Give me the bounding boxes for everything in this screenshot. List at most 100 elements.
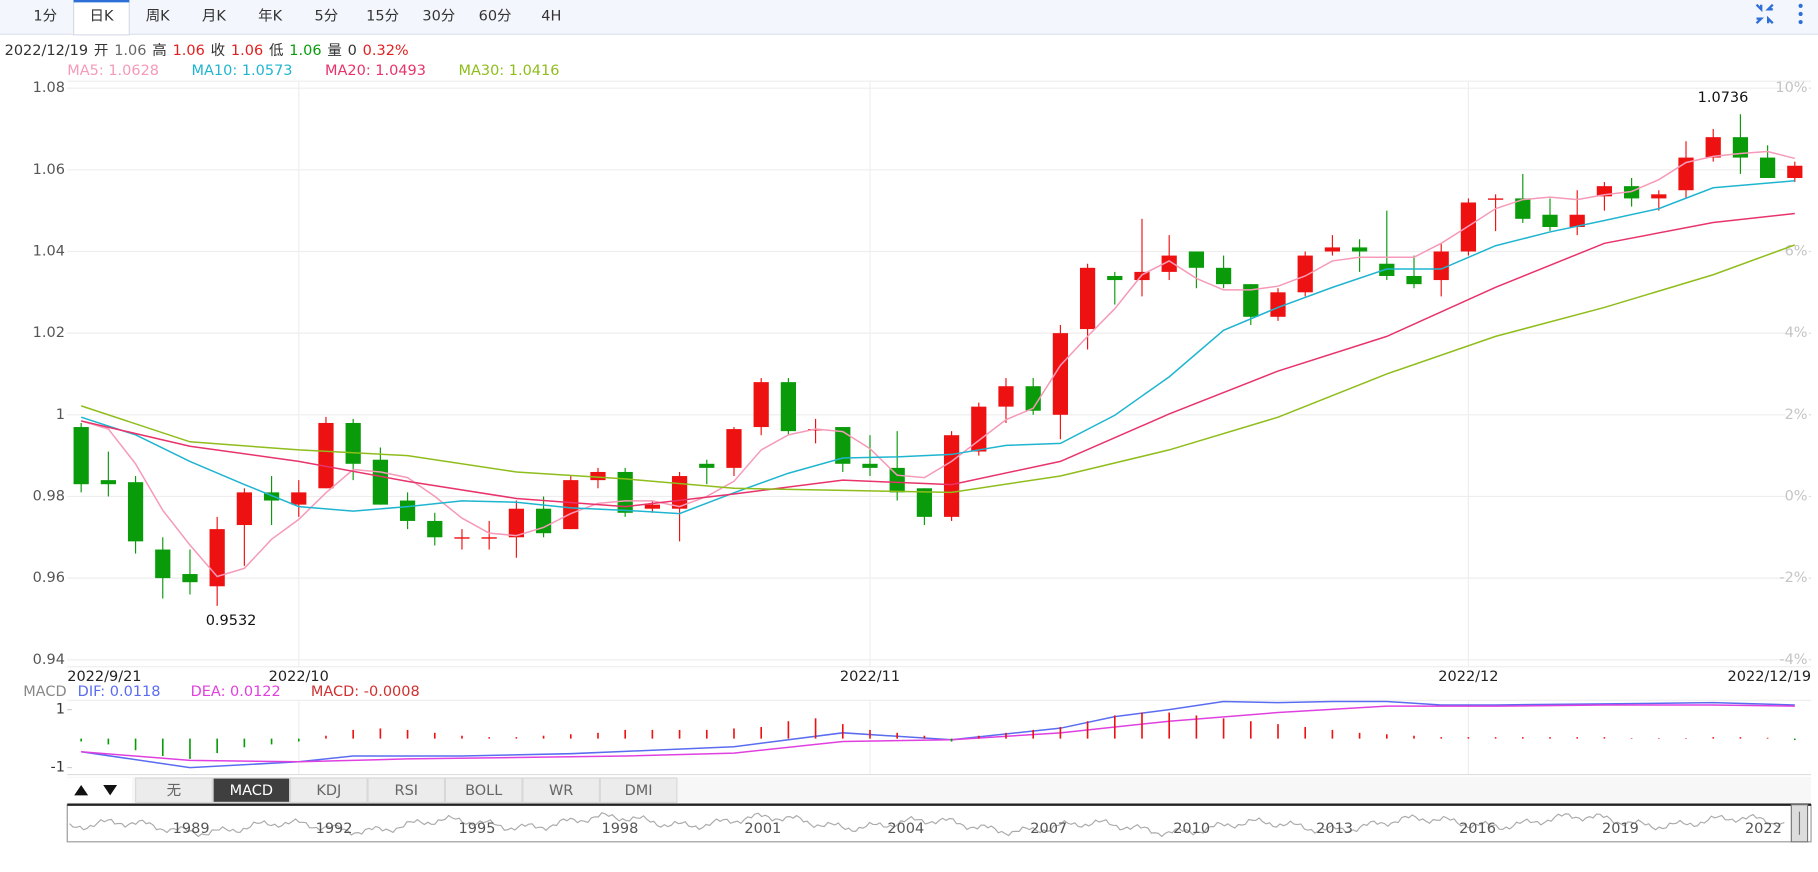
macd-bar [488,737,490,739]
toolbar-tab[interactable]: 1分 [33,7,57,24]
fullscreen-icon[interactable] [1755,3,1774,25]
candle-body [1079,267,1096,330]
macd-bar [243,738,246,748]
navigator-year: 2022 [1745,821,1782,837]
x-tick-label: 2022/12/19 [1728,669,1811,685]
indicator-tab[interactable]: WR [549,783,573,799]
macd-bar [107,738,110,745]
scroll-up-arrow[interactable] [74,784,89,796]
x-tick-label: 2022/10 [269,669,329,685]
indicator-tab-bg[interactable] [599,777,678,803]
indicator-tab-bg[interactable] [444,777,523,803]
toolbar-tab[interactable]: 月K [202,8,226,24]
candle-body [889,467,905,493]
ma-line [81,700,1795,769]
macd-bar [1630,738,1633,739]
indicator-tab-bg[interactable] [289,777,368,803]
candle-body [753,382,769,428]
candle-body [372,459,388,505]
navigator-year: 2016 [1459,821,1496,837]
macd-bar [189,738,191,759]
candle-body [127,482,144,542]
macd-bar [841,724,844,739]
indicator-tab[interactable]: KDJ [316,783,341,799]
macd-bar [325,735,327,739]
candle-body [1243,284,1259,317]
macd-bar [1113,715,1116,739]
macd-bar [270,738,273,745]
macd-bar [216,738,218,754]
active-tab [73,0,130,36]
candle-body [563,480,579,530]
quote-info: 0.32% [363,43,409,59]
toolbar-tab[interactable]: 周K [146,8,170,24]
candle-body [1433,251,1449,281]
y2-tick-label: 10% [1775,80,1807,96]
candle-body [1297,255,1313,293]
macd-bar [977,735,980,739]
y2-tick-label: -4% [1779,652,1807,668]
candle-body [1324,247,1341,252]
macd-bar [1195,715,1198,739]
candle-body [1651,194,1667,199]
ma-line [80,150,1795,578]
indicator-tab-bg[interactable] [522,777,601,803]
indicator-tab[interactable]: DMI [625,783,653,799]
macd-bar [515,737,518,739]
x-tick-label: 2022/11 [840,669,900,685]
candle-body [644,504,660,509]
toolbar-tab[interactable]: 4H [541,8,561,24]
macd-y-tick-label: 1 [56,702,65,718]
ma-line [81,704,1795,763]
scroll-down-arrow[interactable] [103,784,118,796]
macd-bar [651,729,654,739]
toolbar-tab[interactable]: 60分 [479,7,512,24]
quote-info: 量 [327,43,342,59]
candle-body [699,463,715,468]
candle-body [182,574,198,583]
navigator-year: 2007 [1030,821,1067,837]
macd-bar [1766,737,1769,739]
macd-bar [1549,737,1551,739]
macd-bar [1440,737,1443,739]
macd-bar [1005,732,1007,739]
candle-body [1025,386,1041,411]
quote-info: 开 [94,43,109,59]
macd-bar [1685,738,1687,739]
candle-body [454,537,470,539]
toolbar-tab[interactable]: 30分 [422,7,455,24]
macd-bar [923,735,926,739]
macd-bar [1521,737,1524,739]
indicator-tab[interactable]: MACD [230,783,273,799]
toolbar-tab[interactable]: 15分 [366,7,399,24]
candle-body [318,422,334,489]
candle-body [971,406,987,452]
toolbar-tab[interactable]: 年K [258,7,282,24]
macd-bar [1793,738,1796,741]
menu-icon[interactable] [1798,3,1803,25]
macd-bar [705,729,708,739]
indicator-tab-bg[interactable] [367,777,446,803]
toolbar-tab[interactable]: 日K [89,8,113,24]
toolbar-tab[interactable]: 5分 [315,7,339,24]
macd-bar [896,732,898,739]
macd-bar [569,734,572,739]
indicator-tab[interactable]: RSI [395,783,419,799]
y2-tick-label: 6% [1785,243,1808,259]
macd-bar [1576,737,1579,739]
macd-bar [814,718,817,739]
indicator-tab[interactable]: 无 [167,783,182,799]
indicator-tab-bg[interactable] [212,777,291,803]
indicator-tab[interactable]: BOLL [465,783,502,799]
macd-bar [597,732,599,739]
y-tick-label: 1.06 [33,162,65,178]
quote-info: 2022/12/19 [5,43,88,59]
indicator-tab-bg[interactable] [135,777,213,803]
macd-bar [950,738,953,742]
y2-tick-label: -2% [1779,570,1807,586]
macd-bar [787,721,790,739]
candle-body [1515,198,1531,219]
macd-bar [1032,729,1035,739]
